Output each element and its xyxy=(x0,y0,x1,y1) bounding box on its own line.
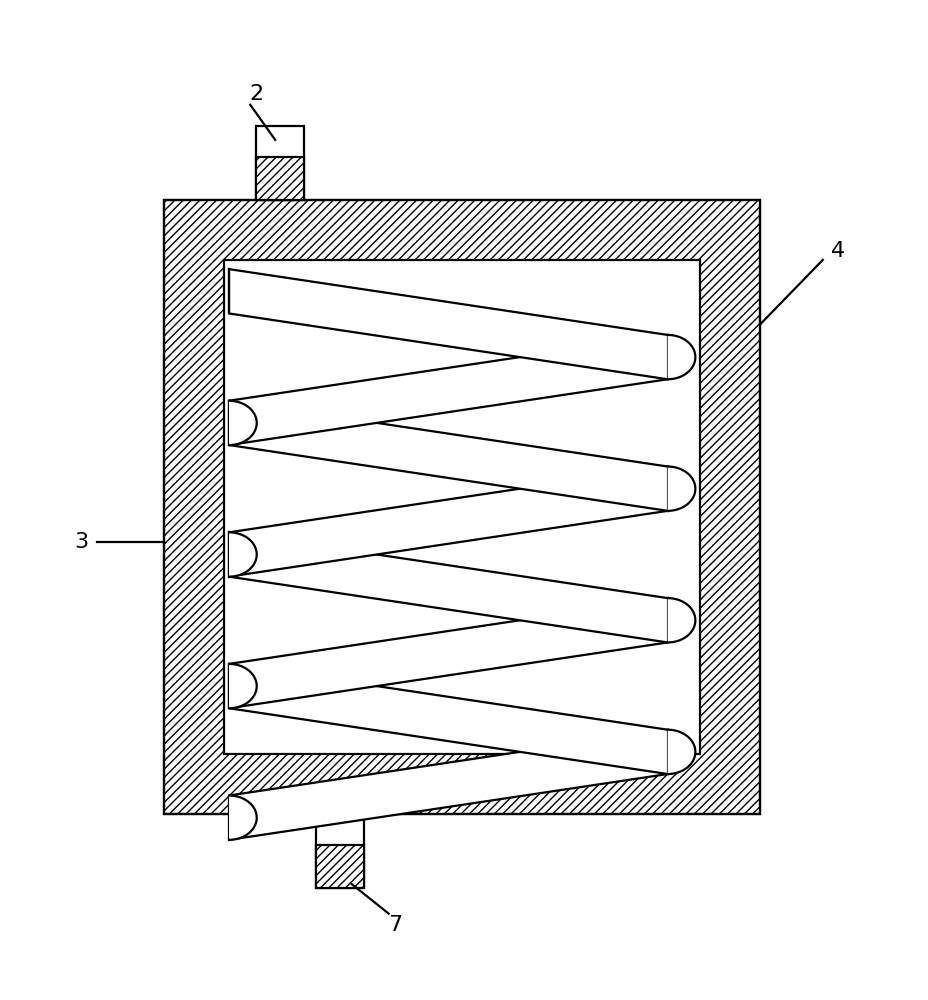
Polygon shape xyxy=(667,467,694,511)
Polygon shape xyxy=(229,467,667,577)
Polygon shape xyxy=(229,664,256,708)
Bar xyxy=(255,157,303,200)
Bar xyxy=(316,814,364,888)
Text: 4: 4 xyxy=(831,241,844,261)
Polygon shape xyxy=(229,664,667,774)
Polygon shape xyxy=(229,730,667,840)
Polygon shape xyxy=(229,401,256,445)
Bar xyxy=(225,260,699,754)
Text: 2: 2 xyxy=(250,84,264,104)
Polygon shape xyxy=(229,335,667,445)
Polygon shape xyxy=(229,796,256,840)
Bar xyxy=(255,126,303,200)
Polygon shape xyxy=(229,532,256,577)
Polygon shape xyxy=(229,598,667,708)
Text: 3: 3 xyxy=(74,532,88,552)
Bar xyxy=(164,200,759,814)
Bar xyxy=(316,845,364,888)
Polygon shape xyxy=(229,401,667,511)
Bar xyxy=(164,200,759,814)
Polygon shape xyxy=(667,598,694,642)
Polygon shape xyxy=(667,730,694,774)
Polygon shape xyxy=(229,532,667,642)
Polygon shape xyxy=(667,335,694,379)
Polygon shape xyxy=(229,269,667,379)
Text: 7: 7 xyxy=(388,915,402,935)
